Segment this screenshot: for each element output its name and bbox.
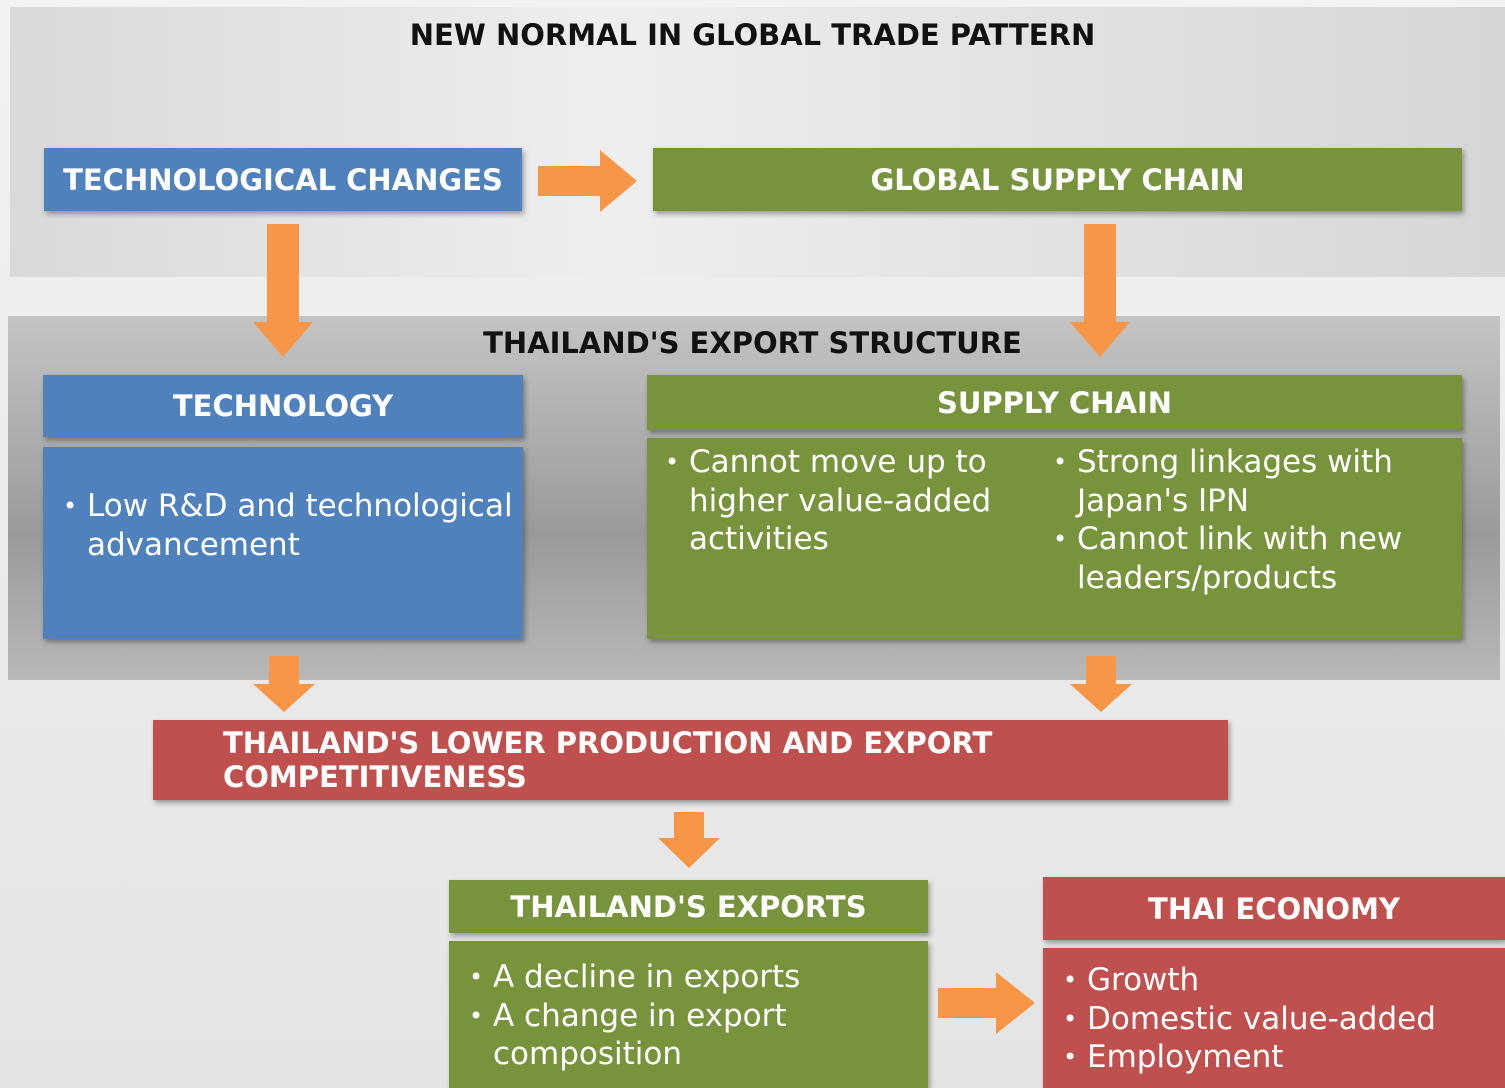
arrow [253, 224, 313, 357]
page: NEW NORMAL IN GLOBAL TRADE PATTERN THAIL… [0, 0, 1505, 1088]
arrows [0, 0, 1505, 1088]
arrow [538, 150, 637, 212]
arrow [658, 812, 720, 868]
arrow [253, 656, 315, 712]
arrow [938, 972, 1035, 1034]
arrow [1070, 656, 1132, 712]
arrow [1070, 224, 1130, 357]
